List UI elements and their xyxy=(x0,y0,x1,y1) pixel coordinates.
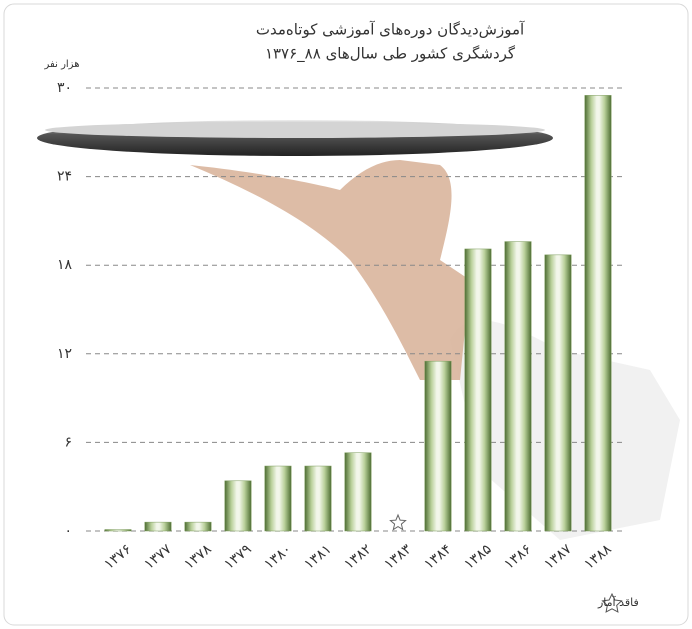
y-tick-label: ۶ xyxy=(64,434,72,450)
bar xyxy=(304,465,332,532)
bar xyxy=(424,360,452,532)
y-tick-label: ۳۰ xyxy=(57,80,72,96)
y-tick-label: ۱۸ xyxy=(57,257,73,273)
legend-star xyxy=(601,592,623,613)
y-tick-label: ۰ xyxy=(64,523,72,539)
y-tick-label: ۱۲ xyxy=(57,346,72,362)
hand xyxy=(190,160,470,380)
bar xyxy=(464,248,492,532)
y-axis-label: هزار نفر xyxy=(44,59,80,70)
missing-marker xyxy=(389,513,407,531)
bar xyxy=(584,95,612,532)
legend-note: فاقد آمار xyxy=(597,595,639,609)
chart-title: آموزش‌دیدگان دوره‌های آموزشی کوتاه‌مدت xyxy=(256,21,525,39)
bar xyxy=(144,521,172,532)
y-tick-label: ۲۴ xyxy=(57,169,72,185)
tray-top xyxy=(45,122,545,138)
bar xyxy=(224,480,252,532)
bar xyxy=(344,452,372,532)
bar xyxy=(264,465,292,532)
bar xyxy=(504,241,532,532)
bar xyxy=(544,254,572,532)
bar xyxy=(104,529,132,532)
chart-subtitle: گردشگری کشور طی سال‌های ۸۸_۱۳۷۶ xyxy=(265,45,516,64)
bar xyxy=(184,521,212,532)
